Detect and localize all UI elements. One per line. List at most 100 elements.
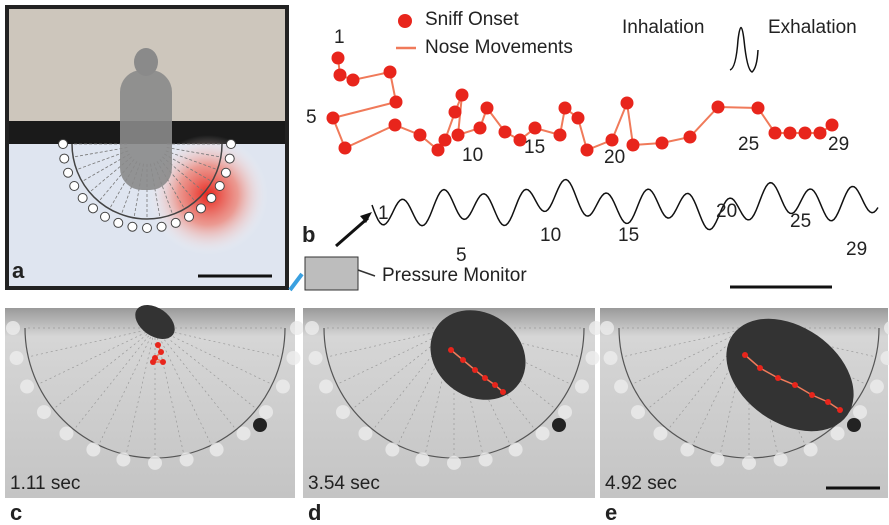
sniff-dot (581, 144, 594, 157)
sniff-dot (809, 392, 815, 398)
panel-label: c (10, 500, 22, 525)
sniff-dot (389, 119, 402, 132)
port (680, 443, 694, 457)
trace-label: 10 (540, 225, 561, 246)
port (225, 154, 234, 163)
sniff-dot (559, 102, 572, 115)
port (305, 321, 319, 335)
sniff-dot (769, 127, 782, 140)
port (89, 204, 98, 213)
sniff-dot (150, 359, 156, 365)
port (185, 212, 194, 221)
port (614, 380, 628, 394)
sniff-dot (814, 127, 827, 140)
leader (358, 270, 375, 276)
port (78, 193, 87, 202)
port (171, 218, 180, 227)
exhalation-label: Exhalation (768, 17, 857, 38)
port (116, 453, 130, 467)
odor-port (847, 418, 861, 432)
sniff-dot (825, 399, 831, 405)
sniff-dot (492, 382, 498, 388)
port (831, 426, 845, 440)
sniff-dot (752, 102, 765, 115)
trajectory-label: 10 (462, 145, 483, 166)
port (290, 321, 304, 335)
sniff-dot (500, 389, 506, 395)
port (558, 405, 572, 419)
panel-a: a (5, 5, 289, 290)
port (774, 453, 788, 467)
port (415, 453, 429, 467)
sniff-dot (332, 52, 345, 65)
port (479, 453, 493, 467)
port (60, 154, 69, 163)
tube (290, 274, 302, 290)
port (742, 456, 756, 470)
sniff-dot (684, 131, 697, 144)
sniff-dot (472, 367, 478, 373)
sniff-dot (481, 102, 494, 115)
port (196, 204, 205, 213)
port (870, 380, 884, 394)
sniff-dot (155, 342, 161, 348)
port (59, 140, 68, 149)
port (804, 443, 818, 457)
legend-sniff-onset: Sniff Onset (425, 9, 519, 30)
port (447, 456, 461, 470)
port (575, 380, 589, 394)
sniff-dot (339, 142, 352, 155)
trace-label: 25 (790, 211, 811, 232)
port (59, 426, 73, 440)
trace-label: 1 (378, 203, 389, 224)
panel-label: b (302, 222, 315, 247)
port (358, 426, 372, 440)
port (319, 380, 333, 394)
panel-label: a (12, 258, 25, 283)
sniff-dot (627, 139, 640, 152)
port (710, 453, 724, 467)
photo-panel: 1.11 secc (5, 298, 304, 525)
trace-label: 29 (846, 239, 867, 260)
port (286, 351, 300, 365)
port (37, 405, 51, 419)
port (114, 218, 123, 227)
panel-label: e (605, 500, 617, 525)
sniff-dot (775, 375, 781, 381)
time-label: 3.54 sec (308, 473, 380, 494)
trajectory-label: 25 (738, 134, 759, 155)
port (221, 168, 230, 177)
sniff-dot (347, 74, 360, 87)
sniff-dot (449, 106, 462, 119)
waveform-icon (730, 28, 758, 73)
port (853, 405, 867, 419)
pressure-monitor-label: Pressure Monitor (382, 265, 527, 286)
port (259, 405, 273, 419)
sniff-dot (837, 407, 843, 413)
sniff-dot (757, 365, 763, 371)
port (653, 426, 667, 440)
sniff-dot (554, 129, 567, 142)
sniff-dot (456, 89, 469, 102)
port (70, 182, 79, 191)
sniff-dot (327, 112, 340, 125)
legend-nose-movements: Nose Movements (425, 37, 573, 58)
sniff-dot (414, 129, 427, 142)
odor-port (552, 418, 566, 432)
port (143, 224, 152, 233)
port (600, 321, 614, 335)
port (604, 351, 618, 365)
trajectory-label: 20 (604, 147, 625, 168)
trajectory-label: 15 (524, 137, 545, 158)
sniff-dot (606, 134, 619, 147)
port (585, 351, 599, 365)
sniff-dot (784, 127, 797, 140)
photo-panel: 4.92 sece (600, 296, 889, 525)
trace-label: 15 (618, 225, 639, 246)
odor-port (253, 418, 267, 432)
sniff-dot (656, 137, 669, 150)
mouse (120, 70, 172, 190)
sniff-dot (742, 352, 748, 358)
sniff-dot (384, 66, 397, 79)
port (101, 212, 110, 221)
